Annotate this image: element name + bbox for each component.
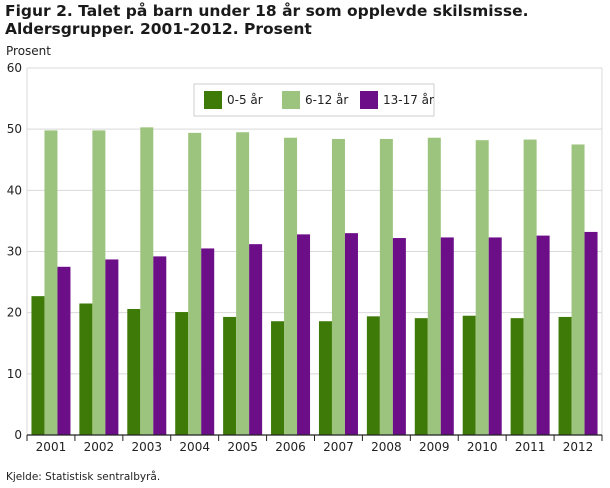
bar-6-12-r-2005: [236, 132, 250, 435]
bar-6-12-r-2012: [571, 144, 585, 436]
bar-13-17-r-2002: [105, 259, 119, 435]
bar-13-17-r-2005: [249, 244, 263, 435]
bar-0-5-r-2002: [79, 303, 93, 435]
bar-13-17-r-2011: [536, 235, 550, 435]
x-tick-label: 2006: [275, 440, 306, 454]
bar-6-12-r-2009: [427, 137, 441, 436]
legend-box: [193, 83, 435, 117]
bar-6-12-r-2002: [92, 130, 106, 435]
x-tick-label: 2005: [227, 440, 258, 454]
x-tick-label: 2003: [132, 440, 163, 454]
y-tick-label: 10: [7, 367, 22, 381]
source-note: Kjelde: Statistisk sentralbyrå.: [6, 471, 161, 483]
bar-13-17-r-2010: [488, 237, 502, 435]
bar-13-17-r-2007: [344, 233, 358, 435]
x-tick-label: 2007: [323, 440, 354, 454]
x-tick-label: 2001: [36, 440, 67, 454]
bar-13-17-r-2012: [584, 231, 598, 435]
bar-13-17-r-2001: [57, 266, 71, 435]
bar-6-12-r-2003: [140, 127, 154, 435]
y-tick-label: 60: [7, 61, 22, 75]
x-tick-label: 2009: [419, 440, 450, 454]
x-tick-label: 2002: [84, 440, 115, 454]
y-tick-label: 0: [14, 428, 22, 442]
legend-swatch: [204, 91, 222, 109]
y-tick-label: 20: [7, 306, 22, 320]
bar-6-12-r-2010: [475, 140, 489, 435]
bar-6-12-r-2006: [284, 137, 298, 436]
y-axis-label: Prosent: [6, 44, 51, 58]
bar-0-5-r-2012: [558, 316, 572, 435]
x-tick-label: 2010: [467, 440, 498, 454]
legend-label: 0-5 år: [227, 93, 263, 107]
bar-0-5-r-2011: [510, 318, 524, 435]
bar-13-17-r-2006: [297, 234, 311, 435]
chart-title: Figur 2. Talet på barn under 18 år som o…: [5, 2, 529, 38]
bar-6-12-r-2007: [331, 138, 345, 435]
y-tick-label: 50: [7, 122, 22, 136]
bar-0-5-r-2005: [223, 316, 237, 435]
bar-6-12-r-2001: [44, 130, 58, 435]
x-tick-label: 2004: [179, 440, 210, 454]
bar-0-5-r-2001: [31, 296, 45, 435]
x-tick-label: 2011: [515, 440, 546, 454]
bar-6-12-r-2004: [188, 132, 202, 435]
y-tick-label: 30: [7, 245, 22, 259]
bar-0-5-r-2003: [127, 308, 141, 435]
legend-swatch: [360, 91, 378, 109]
bar-13-17-r-2009: [440, 237, 454, 435]
bar-0-5-r-2008: [366, 316, 380, 435]
bar-6-12-r-2008: [379, 138, 393, 435]
bar-13-17-r-2004: [201, 248, 215, 435]
bar-6-12-r-2011: [523, 139, 537, 435]
bar-13-17-r-2003: [153, 256, 167, 435]
y-tick-label: 40: [7, 183, 22, 197]
legend-label: 6-12 år: [305, 93, 348, 107]
bar-0-5-r-2004: [175, 312, 189, 435]
legend-label: 13-17 år: [383, 93, 434, 107]
legend-swatch: [282, 91, 300, 109]
x-tick-label: 2008: [371, 440, 402, 454]
bar-0-5-r-2010: [462, 315, 476, 435]
bar-13-17-r-2008: [392, 238, 406, 435]
bar-0-5-r-2007: [318, 321, 332, 435]
bar-0-5-r-2009: [414, 318, 428, 435]
bar-0-5-r-2006: [271, 321, 285, 435]
x-tick-label: 2012: [563, 440, 594, 454]
